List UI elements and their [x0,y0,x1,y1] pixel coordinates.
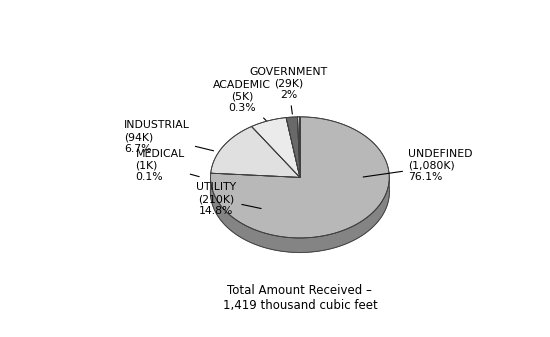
Polygon shape [286,117,300,177]
Text: GOVERNMENT
(29K)
2%: GOVERNMENT (29K) 2% [249,67,327,114]
Polygon shape [211,131,389,252]
Polygon shape [211,117,389,238]
Text: UTILITY
(210K)
14.8%: UTILITY (210K) 14.8% [196,182,261,216]
Text: UNDEFINED
(1,080K)
76.1%: UNDEFINED (1,080K) 76.1% [363,149,472,182]
Text: ACADEMIC
(5K)
0.3%: ACADEMIC (5K) 0.3% [213,80,271,121]
Polygon shape [298,117,300,177]
Text: Total Amount Received –
1,419 thousand cubic feet: Total Amount Received – 1,419 thousand c… [223,284,377,312]
Polygon shape [251,118,300,177]
Text: MEDICAL
(1K)
0.1%: MEDICAL (1K) 0.1% [135,149,199,182]
Polygon shape [211,126,300,177]
Text: INDUSTRIAL
(94K)
6.7%: INDUSTRIAL (94K) 6.7% [124,120,213,154]
Polygon shape [211,178,389,252]
